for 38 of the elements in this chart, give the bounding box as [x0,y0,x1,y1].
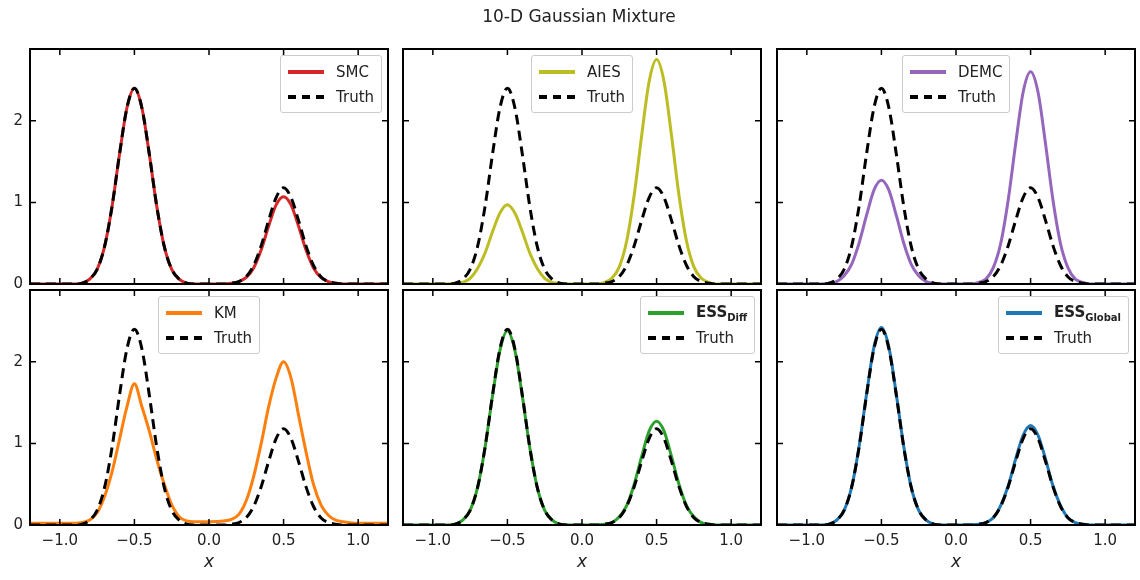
x-tick-label: 1.0 [719,530,744,549]
legend-label: AIES [587,62,621,81]
x-tick-label: −1.0 [788,530,826,549]
x-tick-label: 0.0 [944,530,968,549]
y-tick-label: 0 [13,273,23,292]
y-tick-label: 2 [13,351,23,370]
legend-label: ESS$_{Global}$ [1054,302,1122,323]
y-tick-label: 1 [13,192,23,211]
chart-title: 10-D Gaussian Mixture [481,6,677,26]
x-tick-label: −0.5 [489,530,526,549]
x-axis-title: x [575,551,588,572]
x-tick-label: −0.5 [863,530,900,549]
line-series [30,360,388,525]
y-tick-label: 2 [13,110,23,129]
legend-label: SMC [336,62,369,81]
legend-label: KM [214,303,237,322]
x-tick-label: 0.0 [570,530,594,549]
legend-label: Truth [336,87,375,106]
x-tick-label: −0.5 [116,530,153,549]
legend-label: Truth [696,328,735,347]
legend-label: Truth [587,87,626,106]
legend-label: Truth [214,328,253,347]
legend-label: Truth [958,87,997,106]
x-tick-label: 0.5 [1018,530,1043,549]
y-tick-label: 0 [13,514,23,533]
x-tick-label: −1.0 [41,530,79,549]
x-axis-title: x [949,551,962,572]
legend-label: Truth [1054,328,1093,347]
x-tick-label: 1.0 [1093,530,1118,549]
x-tick-label: 0.5 [271,530,296,549]
legend-label: ESS$_{Diff}$ [696,302,748,323]
x-axis-title: x [202,551,215,572]
x-tick-label: 0.5 [644,530,669,549]
x-tick-label: 0.0 [197,530,221,549]
x-tick-label: −1.0 [414,530,452,549]
x-tick-label: 1.0 [346,530,371,549]
legend-label: DEMC [958,62,1003,81]
y-tick-label: 1 [13,433,23,452]
